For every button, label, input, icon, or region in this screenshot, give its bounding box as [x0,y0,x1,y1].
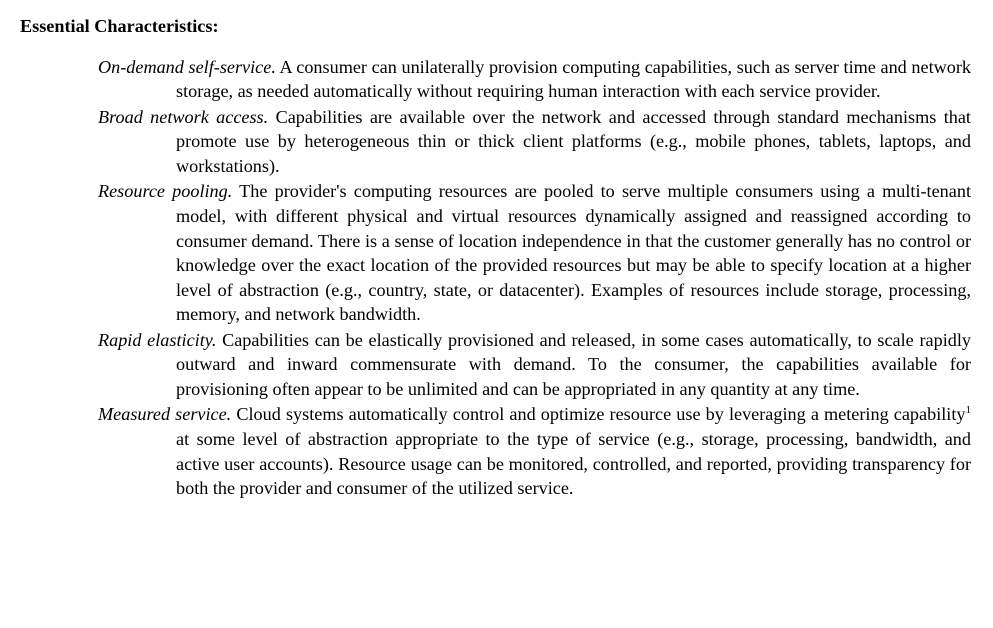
characteristic-term: On-demand self-service. [98,57,276,77]
characteristic-item: Broad network access. Capabilities are a… [98,105,971,179]
footnote-marker: 1 [966,404,972,416]
characteristic-body: A consumer can unilaterally provision co… [176,57,971,102]
characteristics-list: On-demand self-service. A consumer can u… [98,55,971,501]
characteristic-body: Capabilities can be elastically provisio… [176,330,971,399]
section-heading: Essential Characteristics: [20,14,973,39]
characteristic-body: The provider's computing resources are p… [176,181,971,324]
characteristic-body-post: at some level of abstraction appropriate… [176,429,971,498]
characteristic-term: Rapid elasticity. [98,330,216,350]
characteristic-item: Resource pooling. The provider's computi… [98,179,971,326]
characteristic-item: Rapid elasticity. Capabilities can be el… [98,328,971,402]
characteristic-item: Measured service. Cloud systems automati… [98,402,971,500]
characteristic-body: Capabilities are available over the netw… [176,107,971,176]
characteristic-term: Resource pooling. [98,181,232,201]
characteristic-term: Measured service. [98,404,231,424]
characteristic-body-pre: Cloud systems automatically control and … [231,404,965,424]
characteristic-item: On-demand self-service. A consumer can u… [98,55,971,104]
characteristic-term: Broad network access. [98,107,268,127]
